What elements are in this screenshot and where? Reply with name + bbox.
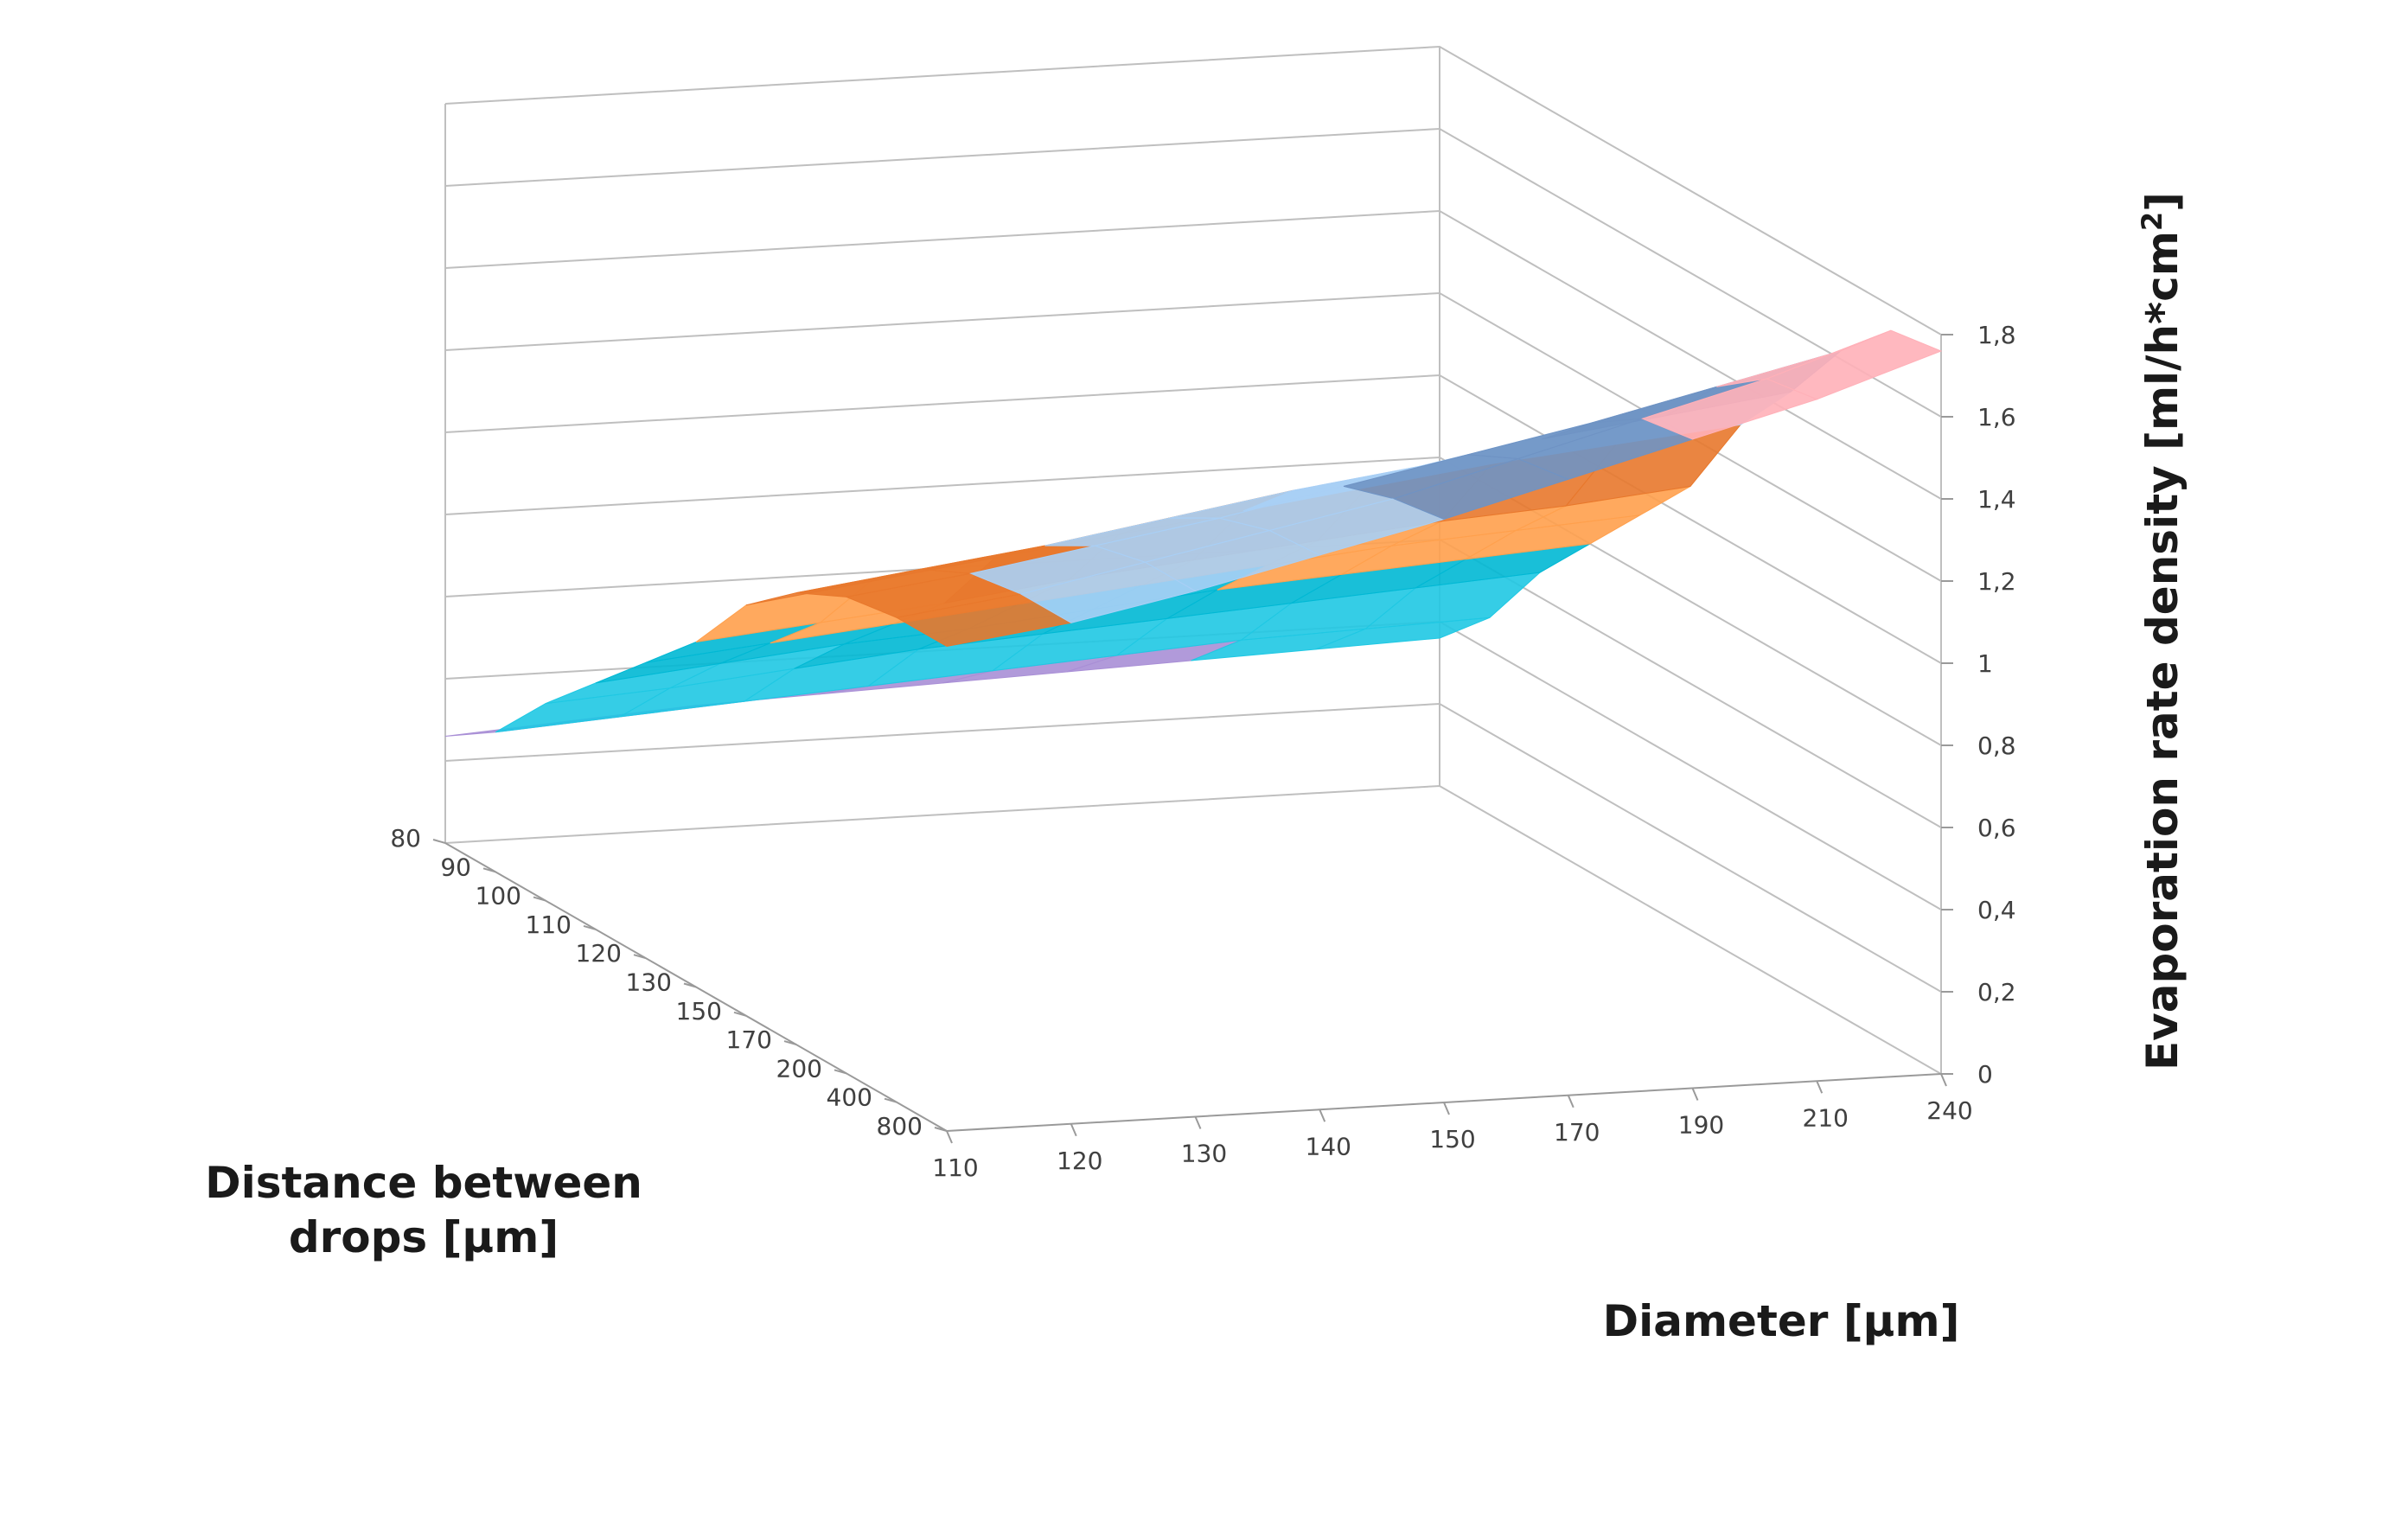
y-tick-label: 150 (676, 997, 722, 1025)
distance-axis-title-line-2: drops [µm] (289, 1212, 559, 1262)
y-tick-label: 400 (827, 1083, 872, 1112)
x-tick-label: 140 (1306, 1132, 1351, 1160)
z-tick-label: 0 (1977, 1060, 1993, 1089)
y-tick-mark (482, 867, 496, 873)
gridline (444, 127, 1942, 418)
x-tick-mark (1691, 1088, 1699, 1101)
z-tick-label: 1 (1977, 649, 1993, 678)
x-tick-label: 120 (1057, 1147, 1102, 1175)
gridline (444, 784, 1942, 1075)
y-tick-label: 130 (626, 968, 672, 997)
z-tick-label: 0,4 (1977, 896, 2016, 924)
y-tick-mark (783, 1040, 797, 1046)
distance-axis-title-line-1: Distance between (205, 1158, 642, 1208)
x-tick-label: 190 (1678, 1111, 1724, 1140)
y-tick-mark (432, 839, 446, 844)
y-tick-label: 90 (440, 853, 471, 881)
x-tick-mark (1567, 1095, 1574, 1109)
z-tick-label: 1,4 (1977, 485, 2016, 514)
evaporation-axis-title-sup: 2 (2136, 212, 2168, 231)
x-tick-mark (1070, 1123, 1077, 1137)
x-tick-label: 170 (1554, 1118, 1600, 1147)
y-tick-label: 120 (576, 939, 622, 968)
x-tick-mark (1940, 1073, 1947, 1087)
z-tick-label: 0,6 (1977, 814, 2016, 842)
surface-cell (1765, 329, 1943, 400)
y-tick-mark (683, 982, 697, 988)
axis-titles: Distance between drops [µm] Diameter [µm… (205, 192, 2188, 1346)
x-tick-mark (1443, 1102, 1450, 1115)
evaporation-axis-title: Evaporation rate density [ml/h*cm2] (2136, 192, 2188, 1070)
y-tick-label: 100 (476, 882, 521, 910)
y-tick-mark (934, 1127, 948, 1132)
evaporation-axis-title-end: ] (2137, 192, 2188, 212)
x-tick-label: 210 (1803, 1103, 1849, 1132)
y-tick-mark (834, 1069, 847, 1075)
x-tick-mark (946, 1130, 953, 1144)
surface-plot (444, 329, 1943, 737)
z-tick-label: 1,6 (1977, 403, 2016, 431)
gridline (444, 45, 1942, 335)
diameter-axis-title: Diameter [µm] (1603, 1296, 1960, 1346)
x-tick-label: 240 (1926, 1096, 1972, 1125)
y-tick-mark (884, 1097, 897, 1103)
y-tick-label: 110 (526, 910, 572, 939)
z-tick-label: 0,2 (1977, 978, 2016, 1006)
x-tick-label: 150 (1429, 1125, 1475, 1153)
x-tick-label: 110 (932, 1153, 978, 1182)
z-tick-label: 1,2 (1977, 567, 2016, 596)
evaporation-axis-title-main: Evaporation rate density [ml/h*cm (2137, 231, 2188, 1070)
y-tick-mark (733, 1011, 747, 1017)
y-tick-label: 170 (726, 1025, 772, 1054)
x-tick-mark (1816, 1080, 1824, 1094)
z-tick-label: 0,8 (1977, 732, 2016, 760)
gridline (444, 209, 1942, 500)
y-tick-label: 800 (877, 1112, 923, 1140)
x-tick-mark (1319, 1109, 1326, 1122)
z-tick-label: 1,8 (1977, 321, 2016, 349)
y-tick-mark (583, 924, 597, 930)
x-tick-mark (1194, 1116, 1202, 1129)
x-tick-label: 130 (1181, 1140, 1227, 1168)
y-tick-mark (633, 954, 647, 960)
y-tick-label: 80 (390, 824, 421, 853)
y-tick-label: 200 (776, 1054, 822, 1083)
gridline (444, 702, 1942, 993)
y-tick-mark (533, 896, 546, 902)
